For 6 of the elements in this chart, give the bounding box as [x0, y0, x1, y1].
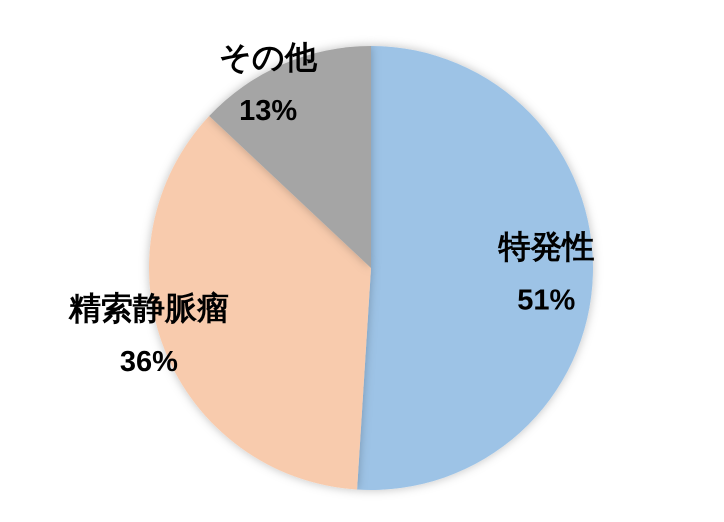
slice-label: 精索静脈瘤 — [68, 290, 229, 326]
data-label: 36% — [120, 346, 178, 378]
data-label: 13% — [239, 94, 298, 127]
slice-label: その他 — [219, 38, 318, 75]
data-label: 51% — [517, 284, 576, 317]
slice-label: 特発性 — [497, 228, 594, 265]
